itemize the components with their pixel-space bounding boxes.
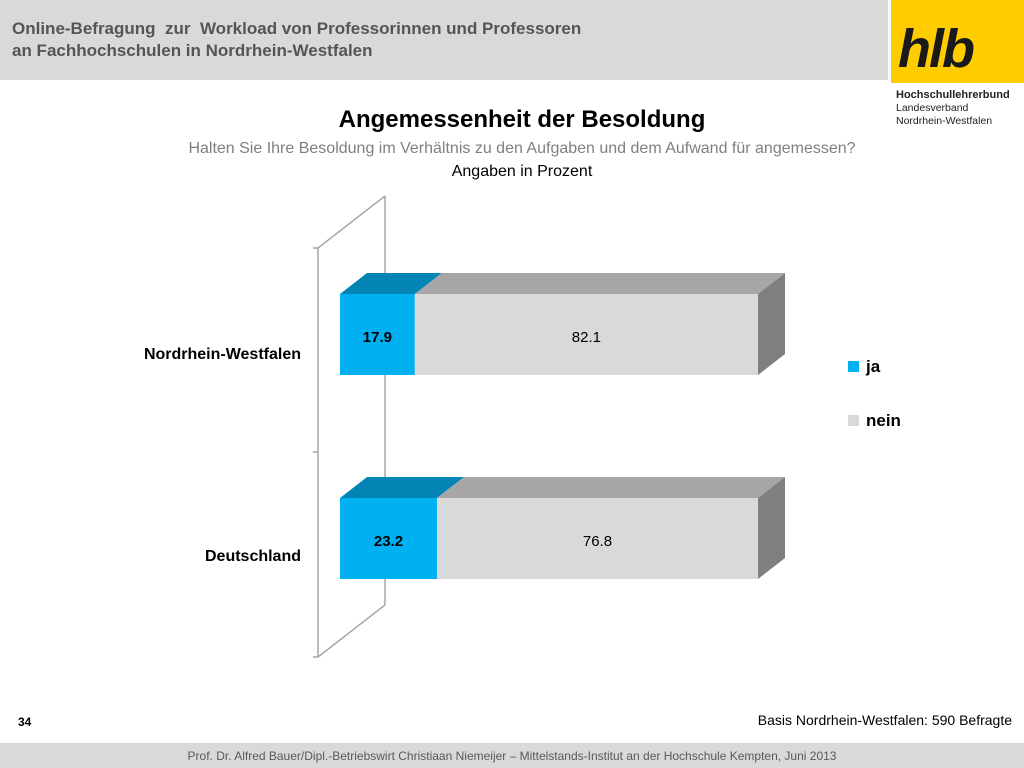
chart-title: Angemessenheit der Besoldung [338, 106, 706, 133]
data-label-nein-0: 82.1 [572, 329, 601, 346]
sample-basis-note: Basis Nordrhein-Westfalen: 590 Befragte [757, 712, 1012, 728]
bar-side-1 [758, 477, 785, 579]
bar-nein-1 [436, 498, 758, 579]
category-label-0: Nordrhein-Westfalen [144, 346, 301, 363]
hlb-logo-mark: hlb [898, 19, 975, 79]
hlb-logo-box [891, 0, 1024, 83]
data-label-nein-1: 76.8 [583, 533, 612, 550]
legend-swatch-nein [848, 415, 859, 426]
chart-subtitle: Halten Sie Ihre Besoldung im Verhältnis … [188, 140, 856, 157]
category-label-1: Deutschland [205, 548, 301, 565]
data-label-ja-1: 23.2 [374, 533, 403, 550]
axis-bottom-edge [317, 604, 386, 658]
footer-credits: Prof. Dr. Alfred Bauer/Dipl.-Betriebswir… [187, 749, 837, 763]
bar-top-ja-1 [340, 477, 464, 498]
hlb-logo-caption: Hochschullehrerbund Landesverband Nordrh… [896, 89, 1024, 128]
bar-top-nein-0 [414, 273, 785, 294]
bar-top-ja-0 [340, 273, 442, 294]
bar-side-0 [758, 273, 785, 375]
bar-nein-0 [414, 294, 758, 375]
footer-band [0, 743, 1024, 768]
bar-top-nein-1 [436, 477, 785, 498]
chart-unit-label: Angaben in Prozent [451, 163, 593, 180]
legend-label-nein: nein [866, 411, 901, 430]
bar-ja-1 [340, 498, 437, 579]
page-number: 34 [18, 715, 32, 729]
axis-top-edge [317, 195, 386, 249]
legend-swatch-ja [848, 361, 859, 372]
bar-ja-0 [340, 294, 415, 375]
logo-line-1: Hochschullehrerbund [896, 89, 1010, 101]
data-label-ja-0: 17.9 [363, 329, 392, 346]
header-band [0, 0, 888, 80]
logo-line-3: Nordrhein-Westfalen [896, 115, 993, 127]
logo-line-2: Landesverband [896, 102, 969, 114]
legend-label-ja: ja [865, 357, 881, 376]
presentation-title: Online-Befragung zur Workload von Profes… [12, 19, 582, 60]
